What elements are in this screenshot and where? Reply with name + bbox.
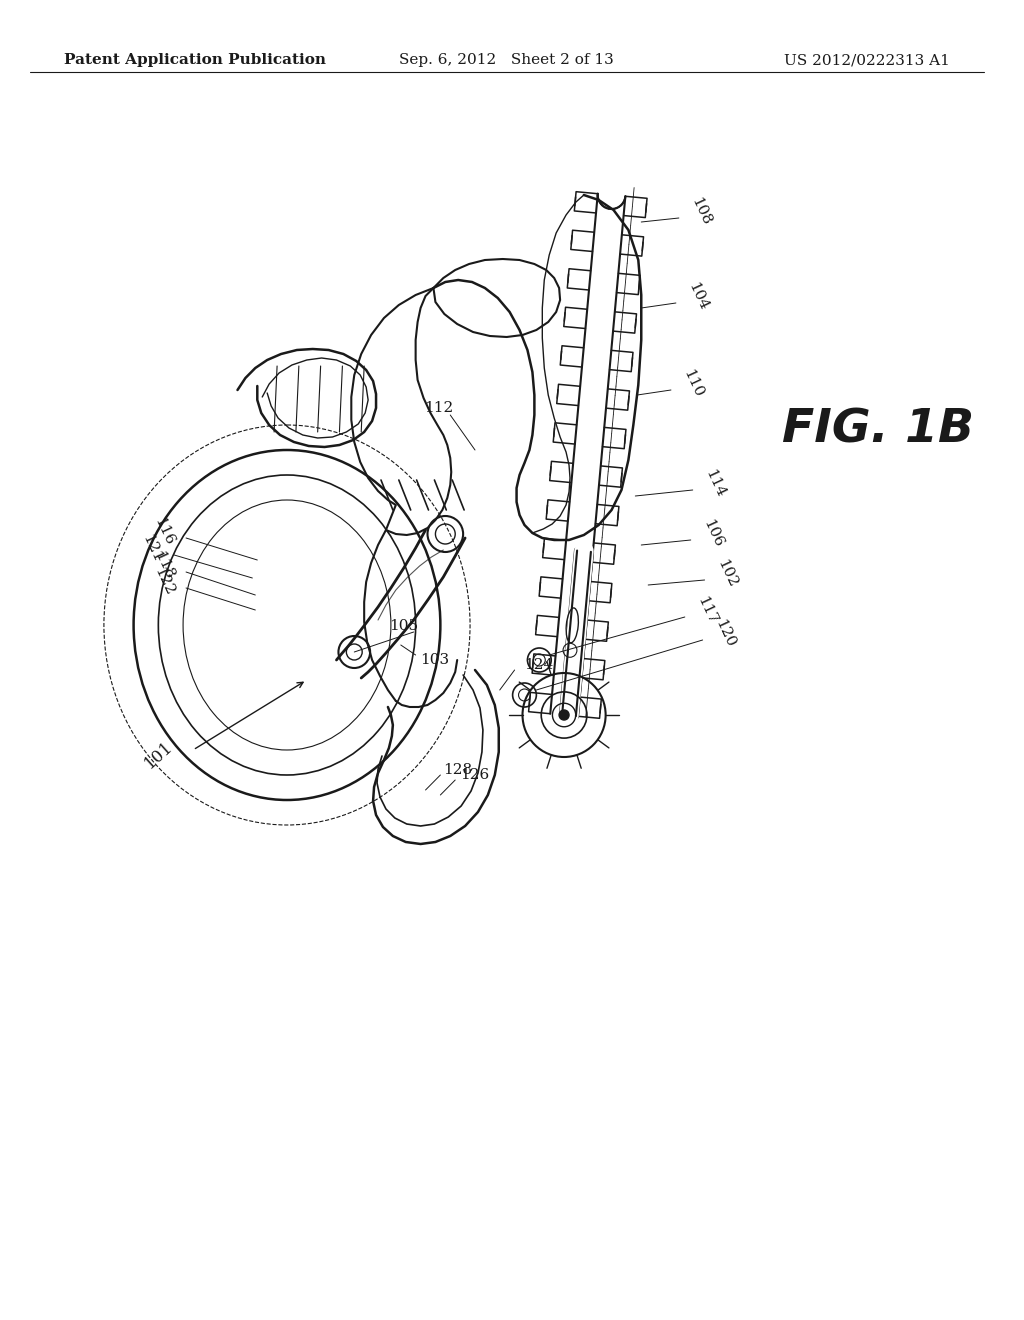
Circle shape xyxy=(559,710,569,719)
Text: 116: 116 xyxy=(152,516,176,548)
Text: 105: 105 xyxy=(389,619,419,634)
Text: 122: 122 xyxy=(152,566,176,598)
Text: 106: 106 xyxy=(700,517,726,550)
Text: 128: 128 xyxy=(443,763,472,777)
Text: 117: 117 xyxy=(694,595,720,627)
Text: 124: 124 xyxy=(524,657,554,672)
Text: FIG. 1B: FIG. 1B xyxy=(781,408,974,453)
Text: 112: 112 xyxy=(424,401,453,414)
Text: US 2012/0222313 A1: US 2012/0222313 A1 xyxy=(784,53,950,67)
Text: 101: 101 xyxy=(141,738,176,772)
Text: 103: 103 xyxy=(421,653,450,667)
Text: 121: 121 xyxy=(139,533,164,565)
Text: 110: 110 xyxy=(681,368,706,400)
Text: 118: 118 xyxy=(152,550,176,582)
Text: 114: 114 xyxy=(702,467,728,500)
Text: 102: 102 xyxy=(715,558,739,590)
Text: Patent Application Publication: Patent Application Publication xyxy=(65,53,327,67)
Text: Sep. 6, 2012   Sheet 2 of 13: Sep. 6, 2012 Sheet 2 of 13 xyxy=(399,53,614,67)
Text: 126: 126 xyxy=(460,768,489,781)
Text: 104: 104 xyxy=(686,281,711,313)
Text: 120: 120 xyxy=(713,618,737,651)
Text: 108: 108 xyxy=(689,195,714,228)
